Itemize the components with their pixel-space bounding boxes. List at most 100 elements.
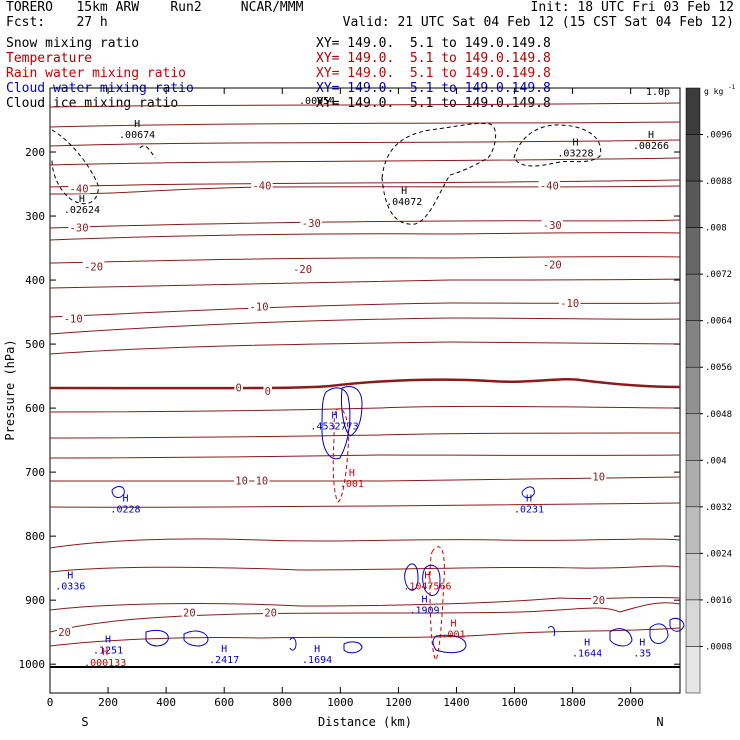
cloud-water-line — [341, 386, 363, 437]
isotherm-label-bg — [541, 219, 564, 231]
x-tick-label: 1400 — [443, 696, 470, 709]
annotations: H.00674H.02624.00054H.04072H.03228H.0026… — [55, 96, 669, 669]
max-marker: H — [102, 647, 108, 658]
colorbar-swatch — [685, 553, 701, 601]
isotherm-label-bg — [234, 381, 243, 393]
isotherm-label: 10 — [592, 472, 605, 484]
rain-line — [332, 408, 349, 503]
max-marker: H — [122, 494, 128, 505]
valid-time: Valid: 21 UTC Sat 04 Feb 12 (15 CST Sat … — [342, 15, 734, 30]
south-label: S — [81, 715, 88, 729]
isotherm-line — [49, 278, 681, 289]
plot-frame — [49, 87, 681, 694]
colorbar-swatch — [685, 227, 701, 275]
cloud-water-line — [111, 486, 125, 498]
x-tick-label: 1000 — [327, 696, 354, 709]
y-tick-label: 700 — [25, 466, 45, 479]
isotherm-label: -10 — [64, 313, 83, 325]
colorbar-label: .0072 — [705, 270, 732, 280]
isotherm-label: 10 — [235, 475, 248, 487]
cloud-water-line — [422, 564, 441, 596]
isotherm-line — [49, 538, 681, 549]
colorbar-swatch — [685, 506, 701, 554]
isotherm-label: 20 — [264, 607, 277, 619]
isotherm-label-bg — [538, 179, 561, 191]
isotherm-line — [49, 232, 681, 241]
colorbar-swatch — [685, 366, 701, 415]
max-value-label: .00674 — [119, 130, 155, 141]
isotherm-label-bg — [558, 297, 581, 309]
isotherm-line — [49, 565, 681, 573]
isotherm-label: 10 — [256, 475, 269, 487]
isotherm-label-bg — [254, 474, 270, 486]
max-marker: H — [134, 119, 140, 130]
isotherm-line — [49, 454, 681, 459]
max-value-label: .02624 — [64, 205, 100, 216]
cloud-water-line — [404, 563, 419, 591]
cloud-water-line — [321, 387, 351, 460]
colorbar-label: .0048 — [705, 410, 732, 420]
y-tick-label: 900 — [25, 594, 45, 607]
colorbar-label: .0064 — [705, 317, 732, 327]
legend-snow-xy: XY= 149.0. 5.1 to 149.0.149.8 — [316, 36, 551, 51]
max-value-label: .0336 — [55, 581, 85, 592]
legend-rain-name: Rain water mixing ratio — [6, 66, 187, 81]
legend-temperature-xy: XY= 149.0. 5.1 to 149.0.149.8 — [316, 51, 551, 66]
legend-cloudice-xy: XY= 149.0. 5.1 to 149.0.149.8 — [316, 96, 551, 111]
max-value-label: .04072 — [386, 197, 422, 208]
isotherm-label-bg — [263, 384, 272, 396]
max-value-label: .001 — [442, 629, 466, 640]
x-tick-label: 1200 — [385, 696, 412, 709]
max-marker: H — [314, 644, 320, 655]
isotherm-label: -30 — [70, 223, 89, 235]
x-axis-title: Distance (km) — [318, 715, 412, 729]
colorbar-label: .0024 — [705, 549, 732, 559]
cloud-water-line — [145, 629, 169, 647]
y-tick-label: 500 — [25, 338, 45, 351]
isotherm-label: -20 — [543, 260, 562, 272]
max-value-label: .03228 — [557, 149, 593, 160]
isotherm-label-bg — [248, 300, 270, 312]
max-marker: H — [648, 130, 654, 141]
y-axis-title: Pressure (hPa) — [3, 339, 17, 440]
y-tick-label: 1000 — [19, 658, 46, 671]
legend-snow-name: Snow mixing ratio — [6, 36, 140, 51]
isotherm-labels: -40 -40 -40 -30 -30 -30 -20 -20 -20 -10 -10 -10 0 0 10… — [57, 179, 607, 639]
colorbar-swatch — [685, 87, 701, 135]
colorbar-label: .008 — [705, 224, 727, 234]
x-tick-label: 200 — [98, 696, 118, 709]
max-value-label: .00054 — [299, 96, 335, 107]
isotherm-label-bg — [591, 594, 607, 606]
x-tick-label: 600 — [214, 696, 234, 709]
max-marker: H — [332, 410, 338, 421]
y-tick-label: 800 — [25, 530, 45, 543]
isotherm-line — [49, 602, 681, 633]
isotherm-line — [49, 157, 681, 166]
rain-line — [429, 546, 445, 661]
colorbar-label: .0016 — [705, 596, 732, 606]
isotherm-line — [49, 219, 681, 229]
colorbar: .0096 .0088 .008 .0072 .0064 .0056 .0048 .004 .0… — [685, 84, 736, 694]
legend-rain-xy: XY= 149.0. 5.1 to 149.0.149.8 — [316, 66, 551, 81]
max-value-label: .00266 — [633, 141, 669, 152]
colorbar-unit: g kg — [704, 87, 723, 96]
isotherm-line — [49, 179, 681, 188]
isotherm-label: -40 — [70, 184, 89, 196]
y-tick-label: 400 — [25, 274, 45, 287]
cloud-water-line — [669, 617, 685, 632]
cloud-water-line — [432, 634, 467, 654]
max-marker: H — [401, 186, 407, 197]
isotherm-line — [49, 302, 681, 318]
max-value-label: .1909 — [409, 606, 439, 617]
max-marker: H — [424, 570, 430, 581]
cloud-ice-line — [139, 145, 156, 159]
colorbar-swatch — [685, 460, 701, 508]
y-tick-label: 600 — [25, 402, 45, 415]
cloud-water-line — [609, 628, 633, 647]
max-marker: H — [584, 638, 590, 649]
x-tick-label: 1600 — [501, 696, 528, 709]
cloud-ice-contours — [51, 123, 602, 225]
isotherm-label: 0 — [265, 386, 271, 398]
isotherm-label-bg — [181, 606, 197, 618]
